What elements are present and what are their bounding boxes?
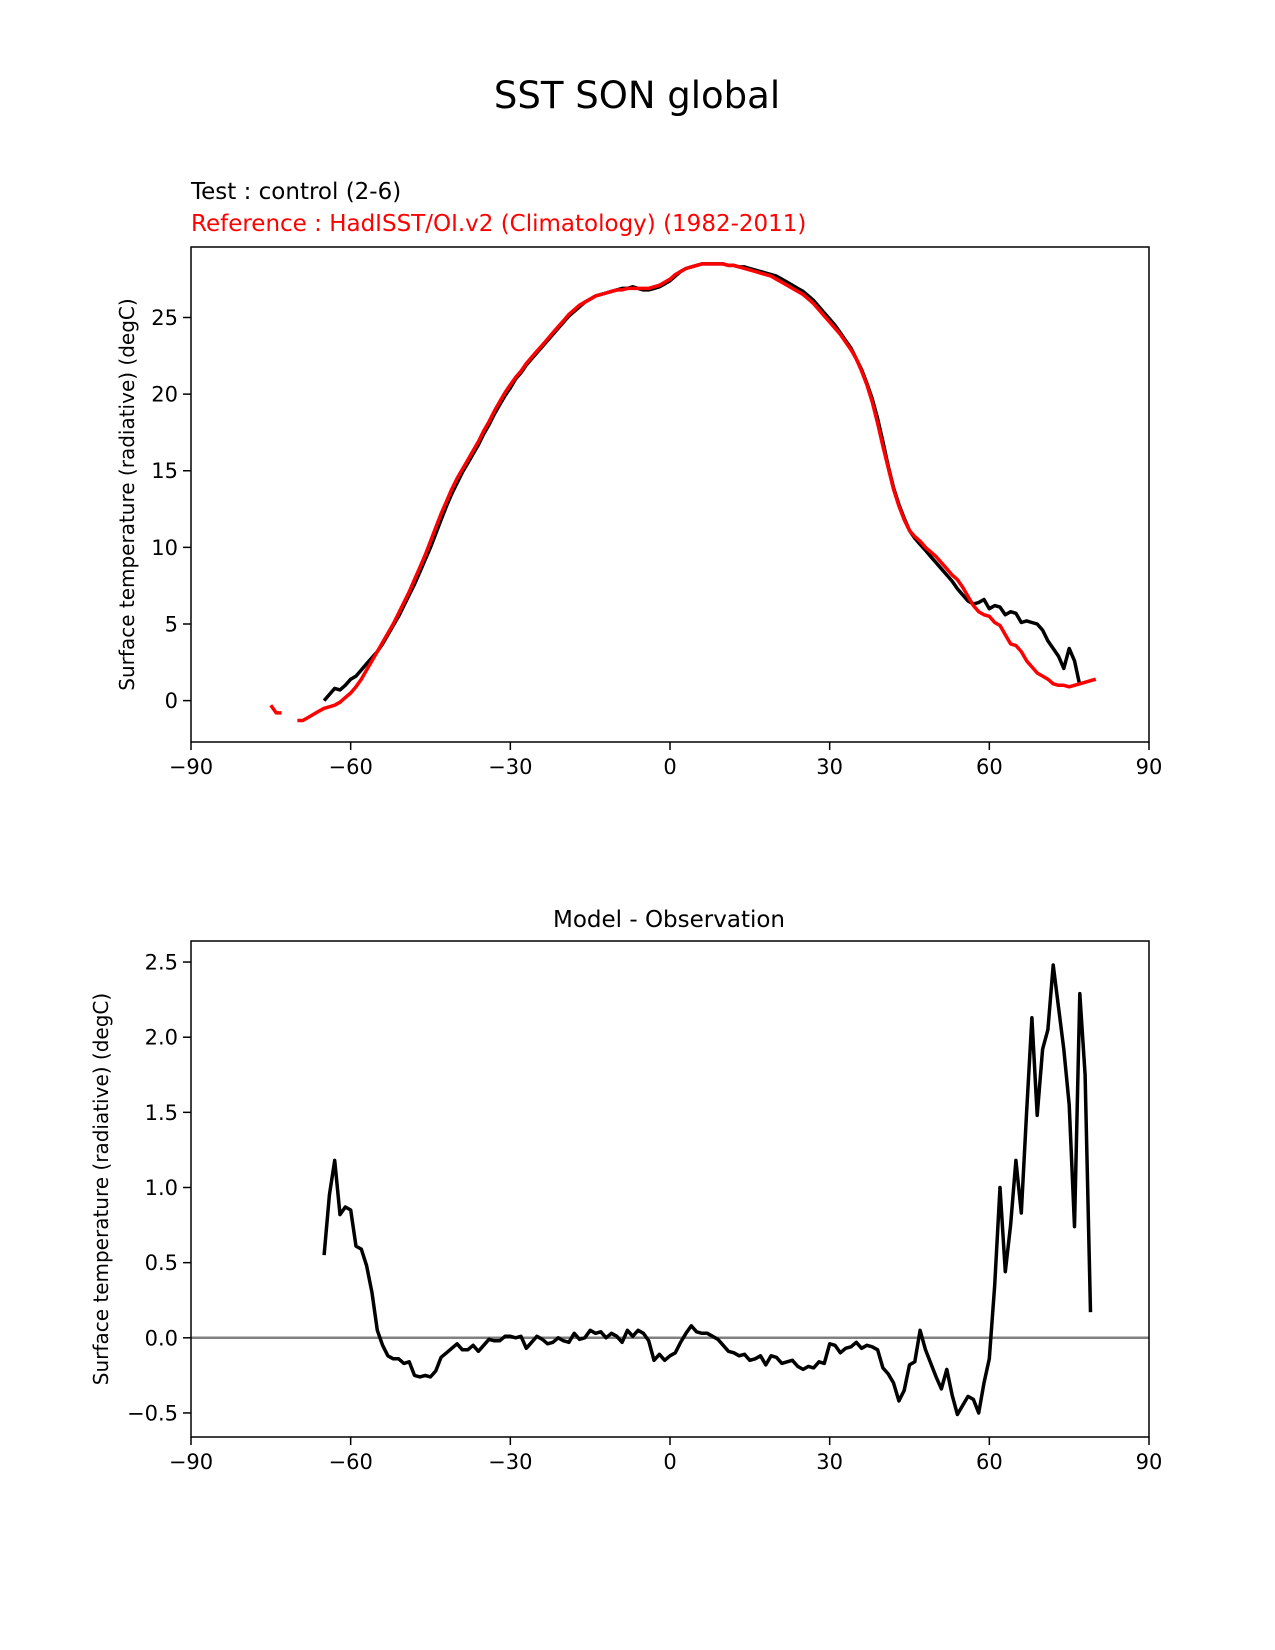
bottom-panel-y-axis-label: Surface temperature (radiative) (degC) bbox=[89, 993, 113, 1385]
bottom-panel-x-tick-label: 90 bbox=[1136, 1450, 1163, 1474]
top-panel-y-tick-label: 15 bbox=[151, 459, 178, 483]
bottom-panel-y-tick-label: 1.0 bbox=[145, 1176, 178, 1200]
top-panel-x-tick-label: −30 bbox=[488, 755, 532, 779]
figure-title: SST SON global bbox=[494, 74, 780, 117]
bottom-panel-title: Model - Observation bbox=[553, 907, 785, 933]
bottom-panel-x-tick-label: −90 bbox=[169, 1450, 213, 1474]
top-panel-y-tick-label: 25 bbox=[151, 306, 178, 330]
bottom-panel-y-tick-label: 2.0 bbox=[145, 1026, 178, 1050]
bottom-panel-difference: Model - Observation −90 −60 −30 0 30 60 90 −0.5… bbox=[89, 907, 1162, 1474]
bottom-panel-y-tick-label: 2.5 bbox=[145, 951, 178, 975]
top-panel-x-tick-label: 60 bbox=[976, 755, 1003, 779]
bottom-panel-series-0-line bbox=[322, 963, 1093, 1417]
top-panel-x-tick-label: 30 bbox=[816, 755, 843, 779]
top-panel-series-1-line bbox=[269, 262, 1097, 723]
top-panel-y-tick-label: 5 bbox=[165, 612, 178, 636]
top-panel-test-subtitle: Test : control (2-6) bbox=[190, 179, 401, 205]
top-panel-y-tick-label: 20 bbox=[151, 383, 178, 407]
top-panel-x-tick-label: −90 bbox=[169, 755, 213, 779]
bottom-panel-x-tick-label: 60 bbox=[976, 1450, 1003, 1474]
bottom-panel-x-tick-label: 30 bbox=[816, 1450, 843, 1474]
top-panel-x-tick-label: 0 bbox=[663, 755, 676, 779]
top-panel-climatology: Test : control (2-6) Reference : HadISST… bbox=[115, 179, 1162, 779]
bottom-panel-y-tick-label: 1.5 bbox=[145, 1101, 178, 1125]
bottom-panel-y-tick-label: 0.5 bbox=[145, 1251, 178, 1275]
top-panel-y-tick-label: 10 bbox=[151, 536, 178, 560]
bottom-panel-x-tick-label: −30 bbox=[488, 1450, 532, 1474]
top-panel-y-axis-label: Surface temperature (radiative) (degC) bbox=[115, 298, 139, 690]
top-panel-x-tick-label: −60 bbox=[329, 755, 373, 779]
bottom-panel-y-tick-label: 0.0 bbox=[145, 1326, 178, 1350]
top-panel-reference-subtitle: Reference : HadISST/OI.v2 (Climatology) … bbox=[191, 211, 806, 237]
top-panel-y-tick-label: 0 bbox=[165, 689, 178, 713]
bottom-panel-x-tick-label: 0 bbox=[663, 1450, 676, 1474]
bottom-panel-x-tick-label: −60 bbox=[329, 1450, 373, 1474]
bottom-panel-y-tick-label: −0.5 bbox=[127, 1401, 178, 1425]
top-panel-x-tick-label: 90 bbox=[1136, 755, 1163, 779]
